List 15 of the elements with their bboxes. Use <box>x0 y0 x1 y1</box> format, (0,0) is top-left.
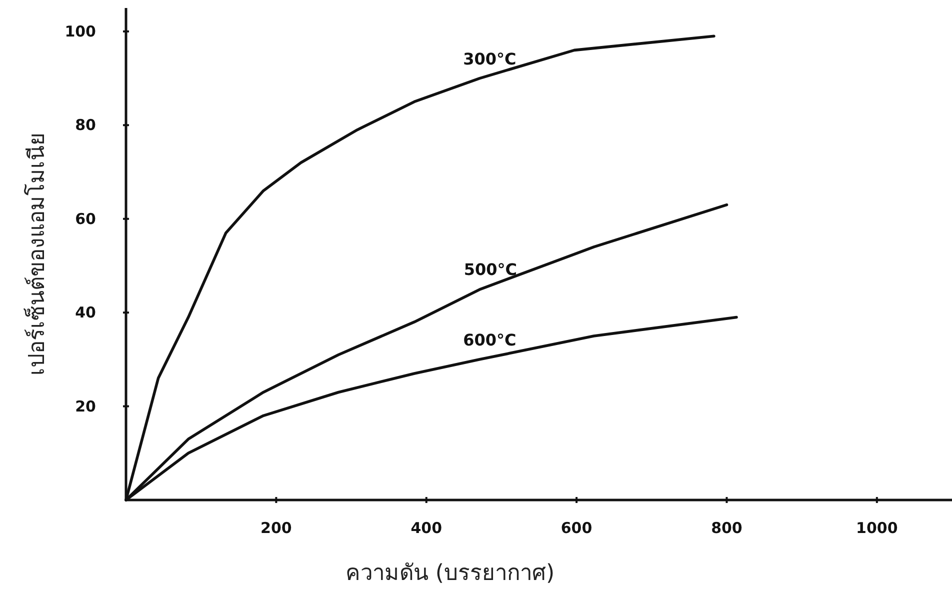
x-tick-label: 1000 <box>856 519 898 537</box>
series-label: 300°C <box>463 49 516 68</box>
y-tick-label: 20 <box>75 397 96 416</box>
x-tick-label: 400 <box>410 519 442 537</box>
y-tick-label: 60 <box>75 210 96 228</box>
y-axis-title: เปอร์เซ็นต์ของแอมโมเนีย <box>22 132 50 376</box>
y-tick-label: 100 <box>64 22 96 40</box>
x-tick-label: 600 <box>560 519 592 537</box>
series-label: 500°C <box>464 260 517 280</box>
x-tick-label: 200 <box>260 519 292 537</box>
x-tick-label: 800 <box>711 519 742 537</box>
x-axis-title: ความดัน (บรรยากาศ) <box>345 561 555 586</box>
series-label: 600°C <box>463 330 516 350</box>
y-tick-label: 80 <box>75 116 96 134</box>
y-tick-label: 40 <box>75 304 96 322</box>
